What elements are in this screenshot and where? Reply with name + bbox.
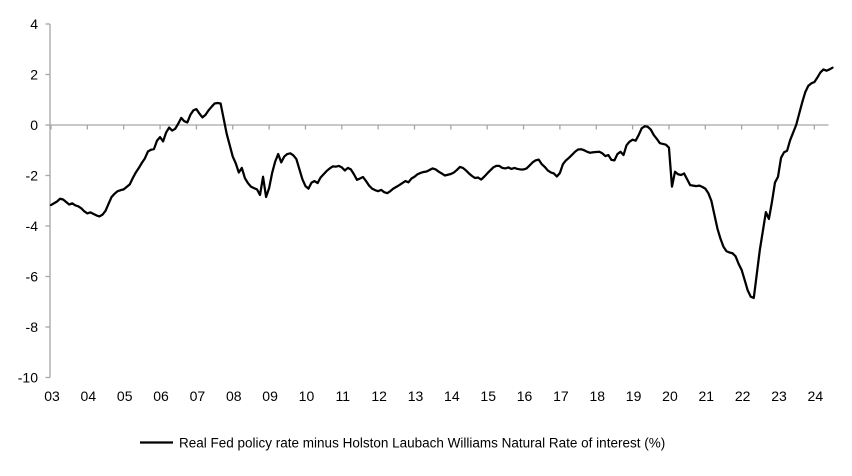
- x-tick-label: 14: [444, 388, 460, 404]
- x-tick-label: 24: [808, 388, 824, 404]
- x-tick-label: 19: [626, 388, 642, 404]
- x-tick-label: 06: [153, 388, 169, 404]
- x-tick-label: 18: [589, 388, 605, 404]
- x-tick-label: 23: [771, 388, 787, 404]
- x-tick-label: 10: [299, 388, 315, 404]
- x-axis: 03 04 05 06 07 08 09 10 11 12 13 14 15 16 17 18 19 20 21 22…: [44, 124, 829, 404]
- x-tick-label: 05: [117, 388, 133, 404]
- x-tick-label: 15: [480, 388, 496, 404]
- y-tick-label: -8: [26, 319, 39, 335]
- x-tick-label: 21: [699, 388, 715, 404]
- y-tick-label: 0: [30, 117, 38, 133]
- x-tick-label: 22: [735, 388, 751, 404]
- y-tick-label: -6: [26, 269, 39, 285]
- x-tick-label: 13: [408, 388, 424, 404]
- x-tick-label: 04: [81, 388, 97, 404]
- x-tick-label: 08: [226, 388, 242, 404]
- x-tick-label: 03: [44, 388, 60, 404]
- y-tick-label: -2: [26, 168, 39, 184]
- y-tick-label: 4: [30, 16, 38, 32]
- series-line: [49, 66, 834, 300]
- x-tick-label: 20: [662, 388, 678, 404]
- x-tick-label: 07: [190, 388, 206, 404]
- legend: Real Fed policy rate minus Holston Lauba…: [140, 436, 665, 451]
- x-tick-label: 12: [371, 388, 387, 404]
- legend-label: Real Fed policy rate minus Holston Lauba…: [179, 436, 665, 451]
- y-tick-label: -4: [26, 218, 39, 234]
- x-tick-label: 11: [336, 388, 351, 404]
- y-axis: 4 2 0 -2 -4 -6 -8 -10: [18, 16, 51, 386]
- x-tick-label: 16: [517, 388, 533, 404]
- x-tick-label: 17: [553, 388, 569, 404]
- y-tick-label: -10: [18, 370, 38, 386]
- x-tick-label: 09: [262, 388, 278, 404]
- y-tick-label: 2: [30, 67, 38, 83]
